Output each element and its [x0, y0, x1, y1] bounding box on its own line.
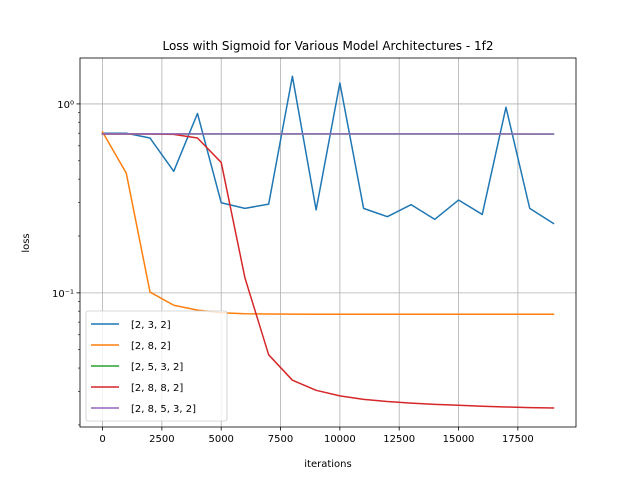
x-tick-label: 15000	[443, 434, 475, 445]
y-axis: 10⁻¹ 10⁰	[52, 100, 80, 426]
series-line	[101, 130, 555, 316]
x-tick-label: 12500	[383, 434, 415, 445]
legend: [2, 3, 2] [2, 8, 2] [2, 5, 3, 2] [2, 8, 8, …	[85, 310, 228, 422]
legend-box	[85, 310, 228, 422]
x-axis: 0 2500 5000 7500 10000 12500 15000 17500	[99, 427, 534, 445]
x-tick-label: 10000	[324, 434, 356, 445]
series-line	[101, 75, 555, 225]
x-tick-label: 5000	[208, 434, 233, 445]
chart-title: Loss with Sigmoid for Various Model Arch…	[162, 39, 493, 53]
legend-label: [2, 8, 2]	[131, 341, 171, 352]
plot-frame	[79, 57, 577, 428]
x-tick-label: 7500	[268, 434, 293, 445]
grid	[80, 58, 576, 427]
legend-label: [2, 8, 8, 2]	[131, 383, 183, 394]
legend-label: [2, 8, 5, 3, 2]	[131, 404, 196, 415]
y-axis-label: loss	[21, 233, 32, 252]
x-tick-label: 2500	[149, 434, 174, 445]
legend-label: [2, 3, 2]	[131, 320, 171, 331]
legend-label: [2, 5, 3, 2]	[131, 362, 183, 373]
series-line	[101, 133, 555, 409]
series-lines	[101, 75, 555, 409]
y-tick-label: 10⁰	[57, 100, 74, 111]
x-tick-label: 17500	[502, 434, 534, 445]
legend-entries: [2, 3, 2] [2, 8, 2] [2, 5, 3, 2] [2, 8, 8, …	[91, 320, 196, 415]
x-axis-label: iterations	[304, 459, 351, 470]
y-tick-label: 10⁻¹	[52, 289, 74, 300]
x-tick-label: 0	[99, 434, 105, 445]
